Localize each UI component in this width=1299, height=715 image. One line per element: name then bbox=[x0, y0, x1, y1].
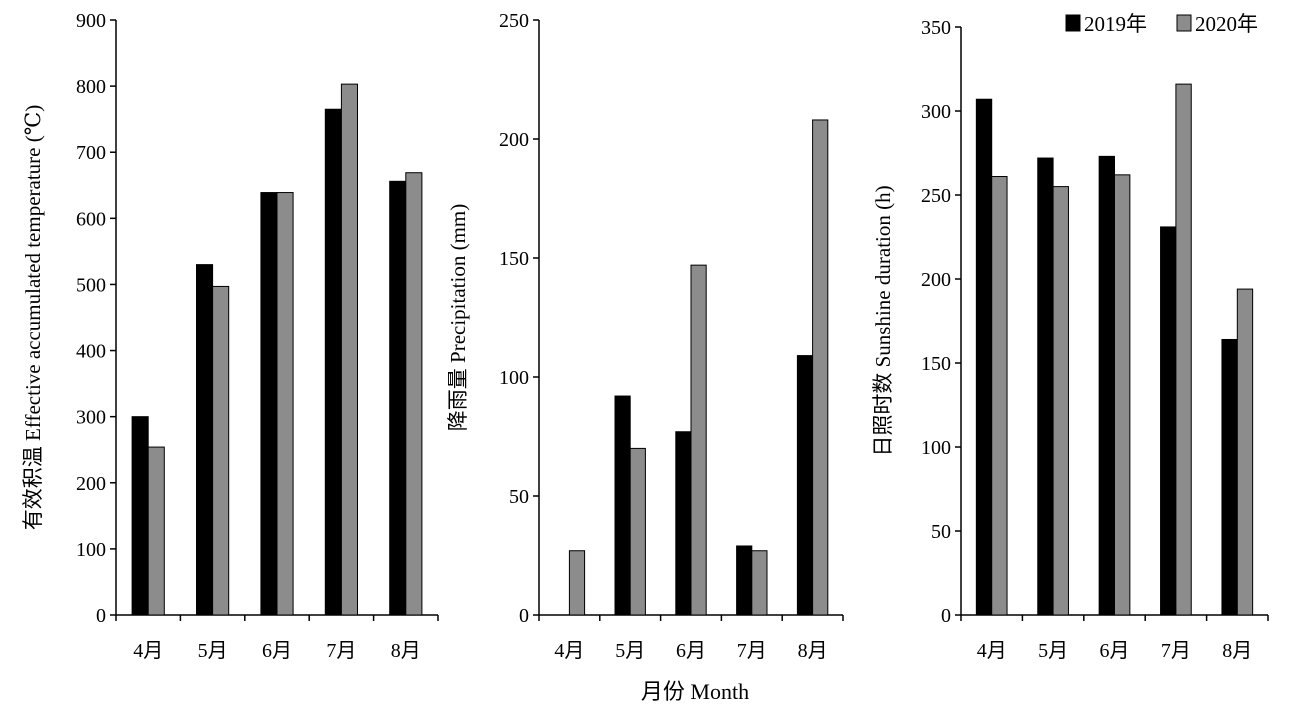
legend-swatch-2020 bbox=[1176, 14, 1192, 32]
x-tick-label: 4月 bbox=[554, 640, 584, 662]
bar-2019-7m bbox=[736, 545, 753, 616]
y-tick-label: 350 bbox=[921, 17, 951, 39]
bar-2019-7m bbox=[1160, 226, 1177, 616]
chart-panel-2: 0 50 100 150 200 250 4月 5月 6月 7月 8月 降雨量 Precipitati… bbox=[446, 10, 844, 662]
bar-2020-6m bbox=[1114, 174, 1131, 616]
y-tick-label: 200 bbox=[499, 129, 529, 151]
x-tick-label: 8月 bbox=[391, 640, 421, 662]
bar-2020-6m bbox=[690, 264, 707, 616]
bar-2019-6m bbox=[675, 431, 692, 616]
y-tick-label: 100 bbox=[499, 367, 529, 389]
y-axis-label: 日照时数 Sunshine duration (h) bbox=[871, 185, 895, 456]
bar-2020-7m bbox=[340, 83, 358, 616]
y-tick-label: 250 bbox=[499, 10, 529, 32]
x-tick-label: 8月 bbox=[1222, 640, 1252, 662]
y-tick-label: 0 bbox=[941, 605, 951, 627]
bar-2020-8m bbox=[1236, 288, 1254, 616]
y-tick-label: 150 bbox=[499, 248, 529, 270]
x-tick-label: 7月 bbox=[1161, 640, 1191, 662]
y-axis-label: 降雨量 Precipitation (mm) bbox=[446, 204, 470, 431]
y-tick-label: 150 bbox=[921, 353, 951, 375]
x-tick-label: 6月 bbox=[1100, 640, 1130, 662]
bar-2019-8m bbox=[1221, 338, 1238, 616]
y-tick-label: 200 bbox=[76, 473, 106, 495]
y-tick-label: 100 bbox=[921, 437, 951, 459]
y-tick-label: 100 bbox=[76, 539, 106, 561]
x-tick-label: 7月 bbox=[737, 640, 767, 662]
bar-2019-4m bbox=[975, 98, 993, 616]
bar-2020-5m bbox=[1052, 186, 1069, 616]
bar-2019-5m bbox=[1037, 157, 1054, 616]
bar-2020-7m bbox=[751, 550, 768, 616]
bar-2020-8m bbox=[812, 119, 829, 616]
y-tick-label: 300 bbox=[76, 407, 106, 429]
bar-2019-6m bbox=[1098, 155, 1116, 616]
chart-panel-1: 0 100 200 300 400 500 600 700 800 900 4月 5月 6月 7月 8月 有效… bbox=[21, 10, 439, 662]
legend-swatch-2019 bbox=[1065, 14, 1081, 32]
y-tick-label: 200 bbox=[921, 269, 951, 291]
bar-2019-7m bbox=[324, 108, 342, 616]
y-tick-label: 400 bbox=[76, 341, 106, 363]
y-tick-label: 500 bbox=[76, 274, 106, 296]
bar-2019-8m bbox=[389, 180, 407, 616]
bar-2020-5m bbox=[212, 285, 230, 616]
y-tick-label: 700 bbox=[76, 142, 106, 164]
x-tick-label: 5月 bbox=[198, 640, 228, 662]
bar-2020-4m bbox=[568, 550, 586, 616]
y-tick-label: 800 bbox=[76, 76, 106, 98]
x-tick-label: 7月 bbox=[326, 640, 356, 662]
x-tick-label: 6月 bbox=[676, 640, 706, 662]
bar-2019-5m bbox=[196, 264, 214, 616]
y-tick-label: 0 bbox=[519, 605, 529, 627]
chart-panel-3: 0 50 100 150 200 250 300 350 4月 5月 6月 7月 8月 日照时数 Suns… bbox=[871, 17, 1269, 662]
y-tick-label: 50 bbox=[509, 486, 529, 508]
bar-2019-4m bbox=[131, 416, 149, 616]
y-tick-label: 0 bbox=[96, 605, 106, 627]
x-tick-label: 5月 bbox=[615, 640, 645, 662]
bar-2019-8m bbox=[796, 355, 814, 616]
bar-2020-4m bbox=[991, 176, 1008, 616]
bar-2020-4m bbox=[147, 446, 165, 616]
legend-label-2020: 2020年 bbox=[1195, 12, 1258, 36]
y-tick-label: 50 bbox=[931, 521, 951, 543]
bar-2020-6m bbox=[276, 192, 294, 616]
y-tick-label: 250 bbox=[921, 185, 951, 207]
x-tick-label: 4月 bbox=[133, 640, 163, 662]
x-tick-label: 5月 bbox=[1038, 640, 1068, 662]
y-tick-label: 300 bbox=[921, 101, 951, 123]
legend: 2019年 2020年 bbox=[1065, 12, 1258, 36]
y-tick-label: 600 bbox=[76, 208, 106, 230]
x-tick-label: 6月 bbox=[262, 640, 292, 662]
y-tick-label: 900 bbox=[76, 10, 106, 32]
legend-label-2019: 2019年 bbox=[1084, 12, 1147, 36]
x-tick-label: 4月 bbox=[977, 640, 1007, 662]
bar-2019-6m bbox=[260, 192, 278, 616]
bar-2019-5m bbox=[614, 395, 631, 616]
shared-x-axis-label: 月份 Month bbox=[641, 679, 749, 704]
bar-2020-7m bbox=[1175, 83, 1192, 616]
x-tick-label: 8月 bbox=[798, 640, 828, 662]
bar-2020-8m bbox=[405, 172, 423, 616]
bar-2020-5m bbox=[629, 447, 646, 616]
y-axis-label: 有效积温 Effective accumulated temperature (… bbox=[21, 105, 45, 530]
